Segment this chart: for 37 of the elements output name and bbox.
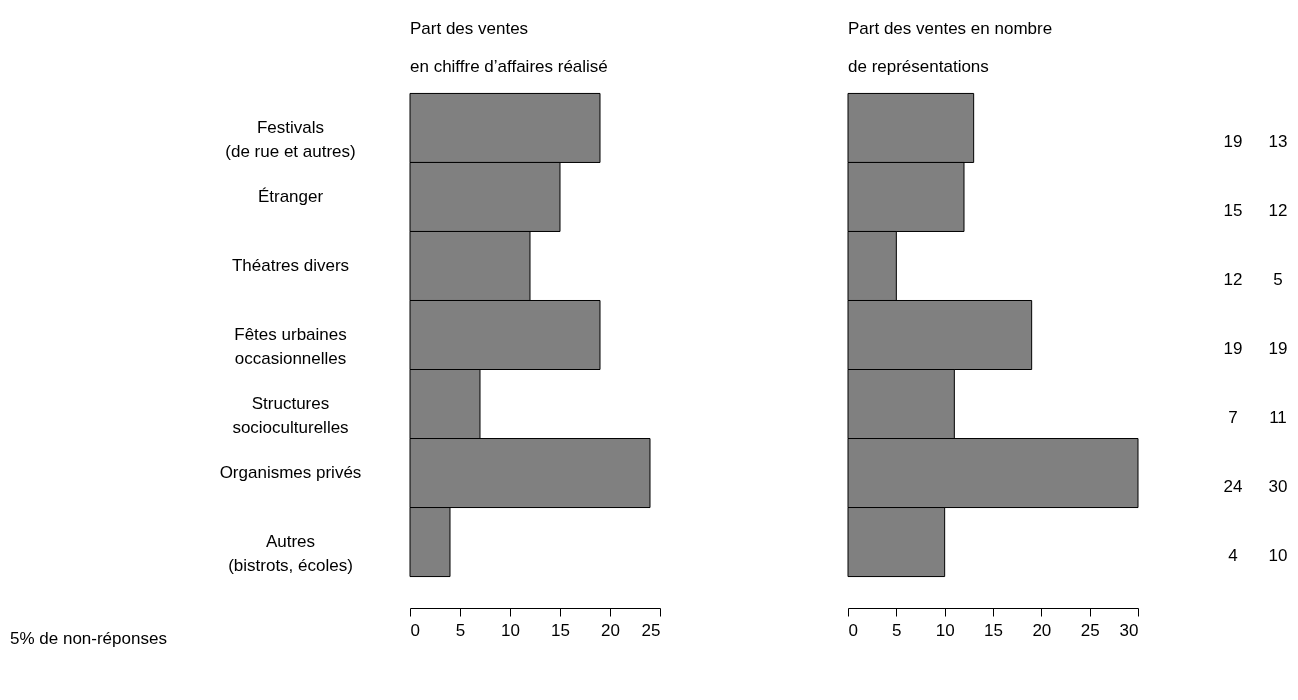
x-tick-label: 10	[501, 620, 520, 640]
x-tick-label: 5	[455, 620, 466, 640]
y-tick-label: Fêtes urbaines occasionnelles	[234, 325, 347, 368]
y-tick-label: Théatres divers	[231, 255, 350, 275]
x-tick-label: 30	[1119, 620, 1139, 640]
data-label: 12	[1223, 269, 1243, 289]
data-label: 30	[1268, 477, 1288, 497]
data-label: 19	[1223, 339, 1243, 358]
x-tick-label: 0	[410, 620, 420, 640]
data-label: 13	[1268, 131, 1288, 151]
chart-title: Part des ventes en chiffre d’affaires réalisé	[410, 19, 608, 76]
data-label: 10	[1268, 546, 1288, 566]
x-tick-label: 5	[892, 620, 902, 640]
x-tick-label: 15	[984, 620, 1003, 640]
x-tick-label: 25	[1080, 620, 1100, 640]
y-tick-label: Structures socioculturelles	[232, 394, 349, 438]
y-tick-label: Autres (bistrots, écoles)	[228, 532, 353, 576]
data-label: 11	[1269, 408, 1287, 428]
y-tick-label: Festivals (de rue et autres)	[225, 117, 356, 161]
x-tick-label: 15	[551, 620, 570, 640]
data-label: 19	[1223, 131, 1243, 151]
x-tick-label: 0	[848, 620, 858, 640]
x-tick-label: 10	[935, 620, 955, 640]
data-label: 5	[1273, 269, 1283, 289]
data-label: 15	[1223, 200, 1243, 220]
data-label: 4	[1228, 546, 1238, 566]
data-label: 19	[1268, 339, 1288, 358]
y-tick-label: Étranger	[257, 186, 324, 206]
text: 5% de non-réponses	[10, 629, 167, 648]
x-tick-label: 25	[641, 620, 661, 640]
data-label: 24	[1223, 477, 1243, 497]
x-tick-label: 20	[601, 620, 620, 640]
chart-title: Part des ventes en nombre de représentations	[848, 19, 1053, 76]
x-tick-label: 20	[1032, 620, 1052, 640]
data-label: 12	[1268, 200, 1288, 220]
y-tick-label: Organismes privés	[219, 463, 362, 483]
data-label: 7	[1228, 408, 1238, 428]
